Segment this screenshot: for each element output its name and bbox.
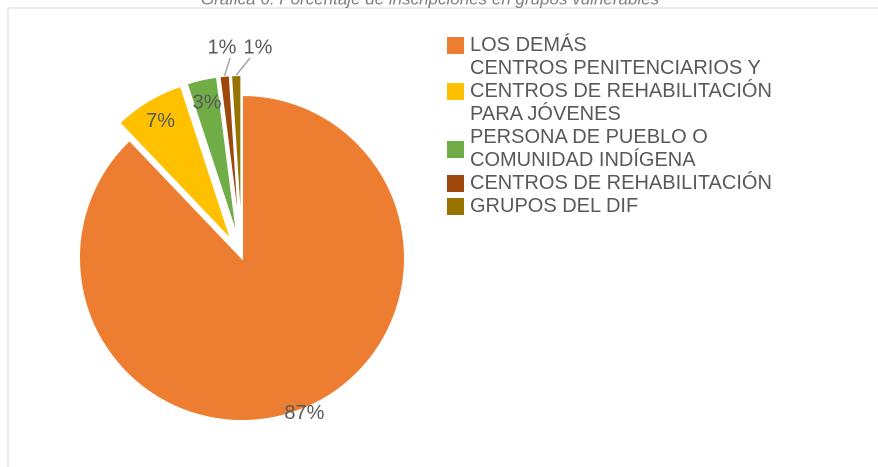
data-label: 7% — [146, 110, 175, 132]
legend-swatch — [447, 140, 464, 158]
legend-item: PERSONA DE PUEBLO O COMUNIDAD INDÍGENA — [447, 126, 827, 172]
data-label: 3% — [193, 92, 222, 114]
pie-slice — [185, 75, 239, 239]
legend-swatch — [447, 83, 464, 100]
data-label: 1% — [244, 36, 273, 58]
legend: LOS DEMÁS CENTROS PENITENCIARIOS Y CENTRO… — [447, 34, 827, 218]
legend-item: LOS DEMÁS — [447, 34, 827, 57]
legend-label: PERSONA DE PUEBLO O COMUNIDAD INDÍGENA — [470, 126, 708, 171]
legend-label: CENTROS DE REHABILITACIÓN — [470, 172, 772, 194]
leader-line — [223, 57, 231, 77]
legend-label: CENTROS PENITENCIARIOS Y CENTROS DE REHA… — [470, 57, 772, 125]
legend-item: CENTROS PENITENCIARIOS Y CENTROS DE REHA… — [447, 57, 827, 126]
pie-slice — [229, 74, 243, 239]
legend-swatch — [447, 175, 464, 192]
leader-line — [235, 57, 251, 76]
pie-slice — [117, 84, 233, 242]
chart-title: Gráfica 6. Porcentaje de inscripciones e… — [201, 0, 660, 8]
legend-swatch — [447, 198, 464, 215]
legend-item: CENTROS DE REHABILITACIÓN — [447, 172, 827, 195]
pie-slice — [78, 93, 406, 422]
frame — [7, 7, 878, 467]
legend-label: GRUPOS DEL DIF — [470, 195, 639, 217]
data-label: 1% — [208, 36, 237, 58]
legend-label: LOS DEMÁS — [470, 34, 587, 56]
legend-item: GRUPOS DEL DIF — [447, 195, 827, 218]
legend-swatch — [447, 37, 464, 54]
data-label: 87% — [284, 402, 324, 424]
